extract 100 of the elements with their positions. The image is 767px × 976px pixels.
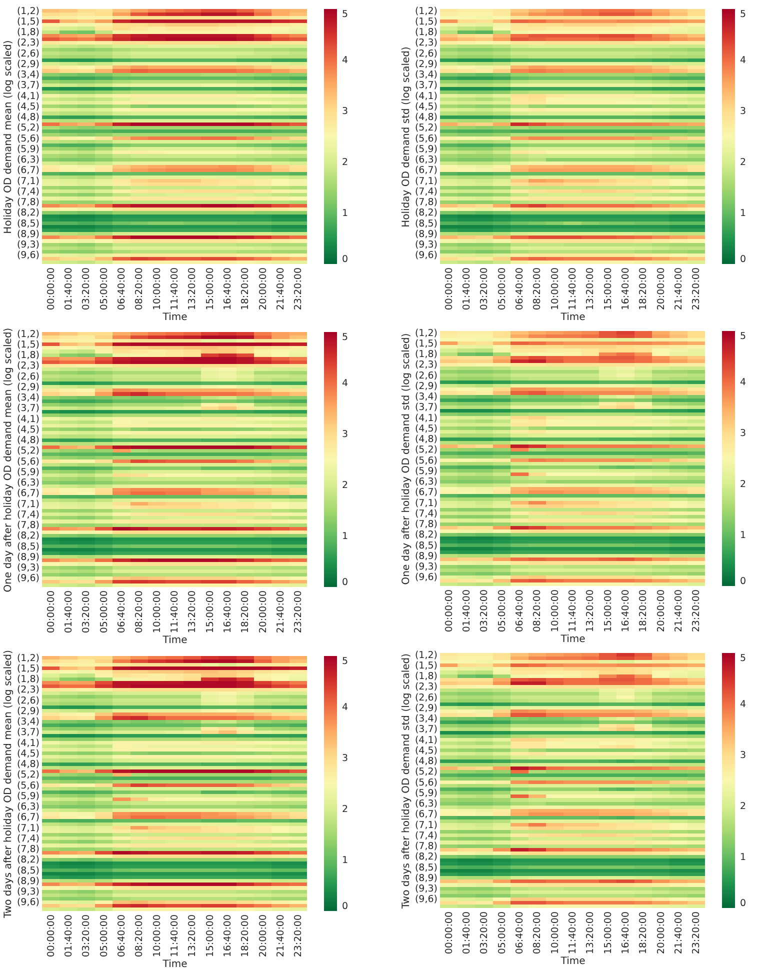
y-tick-label: (9,3)	[414, 240, 438, 251]
y-tick-label: (7,4)	[414, 508, 438, 520]
y-tick-label: (8,2)	[414, 852, 438, 863]
x-tick-label: 13:20:00	[585, 590, 596, 632]
y-tick-label: (8,9)	[414, 550, 438, 562]
color-bar-label: 1	[342, 208, 348, 219]
color-bar-label: 3	[342, 106, 348, 117]
y-tick-label: (7,8)	[414, 197, 438, 208]
x-tick-label: 00:00:00	[46, 590, 57, 634]
y-tick-label: (1,2)	[414, 6, 438, 17]
y-tick-label: (4,8)	[414, 434, 438, 446]
x-tick-label: 08:20:00	[532, 268, 544, 310]
x-tick-label: 13:20:00	[187, 590, 198, 634]
y-tick-label: (6,3)	[414, 798, 438, 810]
y-tick-label: (3,4)	[414, 714, 438, 725]
y-tick-label: (4,1)	[414, 412, 438, 424]
y-tick-label: (1,8)	[16, 674, 40, 686]
y-tick-label: (1,8)	[414, 671, 438, 682]
x-tick-label: 01:40:00	[64, 268, 74, 310]
x-tick-label: 21:40:00	[674, 590, 684, 632]
x-tick-label: 01:40:00	[462, 912, 472, 954]
x-tick-label: 06:40:00	[116, 914, 128, 958]
y-tick-label: (9,6)	[16, 250, 40, 262]
y-tick-label: (8,2)	[414, 530, 438, 541]
y-tick-label: (4,8)	[16, 112, 40, 124]
color-bar-label: 1	[342, 531, 348, 542]
y-tick-label: (8,2)	[414, 208, 438, 219]
x-tick-label: 21:40:00	[276, 914, 286, 958]
x-tick-label: 10:00:00	[152, 914, 163, 958]
x-tick-label: 15:00:00	[204, 914, 216, 958]
y-tick-label: (1,2)	[16, 652, 40, 664]
x-tick-label: 03:20:00	[479, 912, 490, 954]
x-tick-label: 11:40:00	[170, 914, 180, 958]
y-tick-label: (2,6)	[16, 695, 40, 706]
y-tick-label: (8,9)	[414, 872, 438, 884]
y-tick-label: (9,6)	[16, 573, 40, 584]
x-tick-label: 05:00:00	[496, 590, 508, 632]
x-tick-label: 11:40:00	[568, 268, 578, 310]
y-tick-label: (8,9)	[16, 228, 40, 240]
y-axis-title: Two days after holiday OD demand mean (log scaled)	[2, 650, 14, 919]
y-tick-label: (1,5)	[16, 663, 40, 674]
color-bar-label: 1	[740, 208, 746, 219]
x-tick-label: 00:00:00	[444, 590, 455, 632]
y-tick-label: (3,7)	[16, 727, 40, 738]
x-tick-label: 20:00:00	[258, 914, 269, 958]
color-bar-label: 1	[740, 530, 746, 541]
x-tick-label: 03:20:00	[81, 914, 92, 958]
y-axis-title: Holiday OD demand std (log scaled)	[400, 46, 412, 228]
y-tick-label: (9,3)	[16, 886, 40, 898]
x-tick-label: 20:00:00	[656, 268, 667, 310]
y-tick-label: (4,8)	[16, 435, 40, 446]
color-bar-label: 5	[740, 331, 746, 342]
y-tick-label: (5,9)	[16, 144, 40, 155]
y-tick-label: (3,4)	[414, 392, 438, 403]
y-tick-label: (6,3)	[16, 802, 40, 813]
x-tick-label: 06:40:00	[514, 912, 526, 954]
color-bar-label: 2	[740, 157, 746, 168]
y-tick-label: (7,1)	[16, 822, 40, 834]
color-bar-label: 5	[740, 9, 746, 20]
color-bar-label: 0	[342, 901, 348, 912]
y-tick-label: (3,4)	[16, 716, 40, 728]
color-bar-label: 0	[740, 898, 746, 909]
x-tick-label: 16:40:00	[620, 912, 632, 954]
x-tick-label: 15:00:00	[204, 590, 216, 634]
x-tick-label: 23:20:00	[293, 268, 304, 310]
y-tick-label: (9,3)	[16, 562, 40, 574]
y-axis-title: Holiday OD demand mean (log scaled)	[2, 40, 14, 234]
y-tick-label: (8,2)	[16, 854, 40, 866]
x-tick-label: 03:20:00	[81, 590, 92, 634]
y-tick-label: (4,5)	[16, 101, 40, 112]
y-tick-label: (2,9)	[16, 58, 40, 70]
x-tick-label: 01:40:00	[462, 268, 472, 310]
y-tick-label: (1,5)	[16, 339, 40, 350]
y-tick-label: (3,7)	[16, 403, 40, 414]
x-tick-label: 21:40:00	[674, 268, 684, 310]
y-tick-label: (7,4)	[414, 186, 438, 198]
color-bar-label: 5	[342, 656, 348, 667]
y-axis-title: One day after holiday OD demand mean (log scaled)	[2, 328, 14, 592]
y-tick-label: (1,2)	[16, 6, 40, 17]
x-tick-label: 10:00:00	[550, 590, 561, 632]
y-tick-label: (3,4)	[16, 70, 40, 81]
y-tick-label: (4,5)	[16, 424, 40, 436]
y-tick-label: (5,9)	[414, 788, 438, 799]
y-tick-label: (2,9)	[16, 706, 40, 717]
y-tick-label: (4,5)	[414, 423, 438, 434]
y-tick-label: (2,9)	[414, 58, 438, 70]
y-tick-label: (4,5)	[16, 748, 40, 760]
y-tick-label: (6,3)	[16, 154, 40, 166]
x-tick-label: 16:40:00	[222, 590, 234, 634]
y-tick-label: (2,9)	[16, 382, 40, 393]
y-tick-label: (1,5)	[16, 16, 40, 28]
x-tick-label: 05:00:00	[98, 590, 110, 634]
y-tick-label: (8,9)	[414, 228, 438, 240]
x-tick-label: 16:40:00	[620, 590, 632, 632]
y-tick-label: (6,7)	[16, 812, 40, 824]
x-tick-label: 08:20:00	[532, 590, 544, 632]
x-tick-label: 08:20:00	[134, 914, 146, 958]
y-tick-label: (1,8)	[414, 349, 438, 360]
x-tick-label: 01:40:00	[64, 914, 74, 958]
y-tick-label: (4,8)	[414, 112, 438, 124]
